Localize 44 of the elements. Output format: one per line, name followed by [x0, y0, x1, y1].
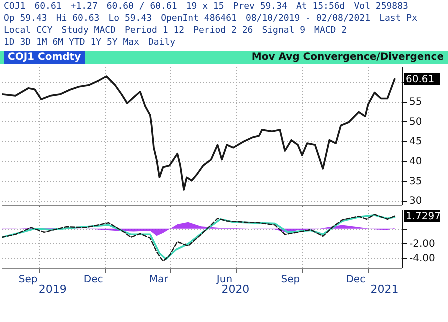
annotation: 1.7297: [406, 211, 441, 222]
chart-title: COJ1 Comdty: [4, 51, 86, 64]
text: 1D 3D 1M 6M YTD 1Y 5Y Max: [4, 38, 140, 49]
text: At 15:56d: [296, 2, 346, 13]
text: Prev 59.34: [233, 2, 288, 13]
text: Signal 9: [262, 26, 306, 37]
y-tick-label: 55: [410, 97, 422, 108]
y-tick-label: -4.00: [410, 253, 436, 264]
x-tick-label: Sep: [281, 274, 300, 286]
text: Period 1 12: [124, 26, 185, 37]
y-tick-label: -2.00: [410, 238, 436, 250]
x2-tick-label: 2020: [222, 283, 250, 296]
x-tick-label: Dec: [346, 274, 366, 286]
text: Last Px: [380, 14, 418, 25]
text: Lo 59.43: [108, 14, 152, 25]
x2-tick-label: 2019: [38, 283, 67, 296]
text: Local CCY: [4, 26, 53, 37]
text: Vol 259883: [354, 2, 408, 13]
y-tick-label: 30: [410, 196, 422, 208]
text: OpenInt 486461: [161, 14, 237, 25]
text: 19 x 15: [186, 2, 224, 13]
chart-subtitle: Mov Avg Convergence/Divergence: [252, 51, 444, 64]
text: 08/10/2019 - 02/08/2021: [246, 14, 371, 25]
text: MACD 2: [314, 26, 348, 37]
text: +1.27: [70, 2, 98, 13]
x-tick-label: Jun: [216, 274, 233, 286]
text: 60.61: [34, 2, 62, 13]
y-tick-label: 40: [410, 156, 422, 168]
line-series: [2, 76, 396, 191]
text: Hi 60.63: [56, 14, 100, 25]
text: Study MACD: [62, 26, 116, 37]
text: Period 2 26: [194, 26, 254, 37]
y-tick-label: 35: [410, 176, 422, 188]
y-tick-label: 50: [410, 116, 422, 128]
x-tick-label: Sep: [18, 274, 38, 286]
annotation: 60.61: [406, 74, 435, 86]
text: Op 59.43: [4, 14, 48, 25]
text: Daily: [148, 38, 176, 49]
text: COJ1: [4, 2, 26, 13]
x-tick-label: Mar: [149, 274, 170, 286]
x-tick-label: Dec: [84, 274, 104, 286]
y-tick-label: 45: [410, 136, 422, 148]
x2-tick-label: 2021: [370, 283, 399, 296]
text: 60.60 / 60.61: [106, 2, 178, 13]
